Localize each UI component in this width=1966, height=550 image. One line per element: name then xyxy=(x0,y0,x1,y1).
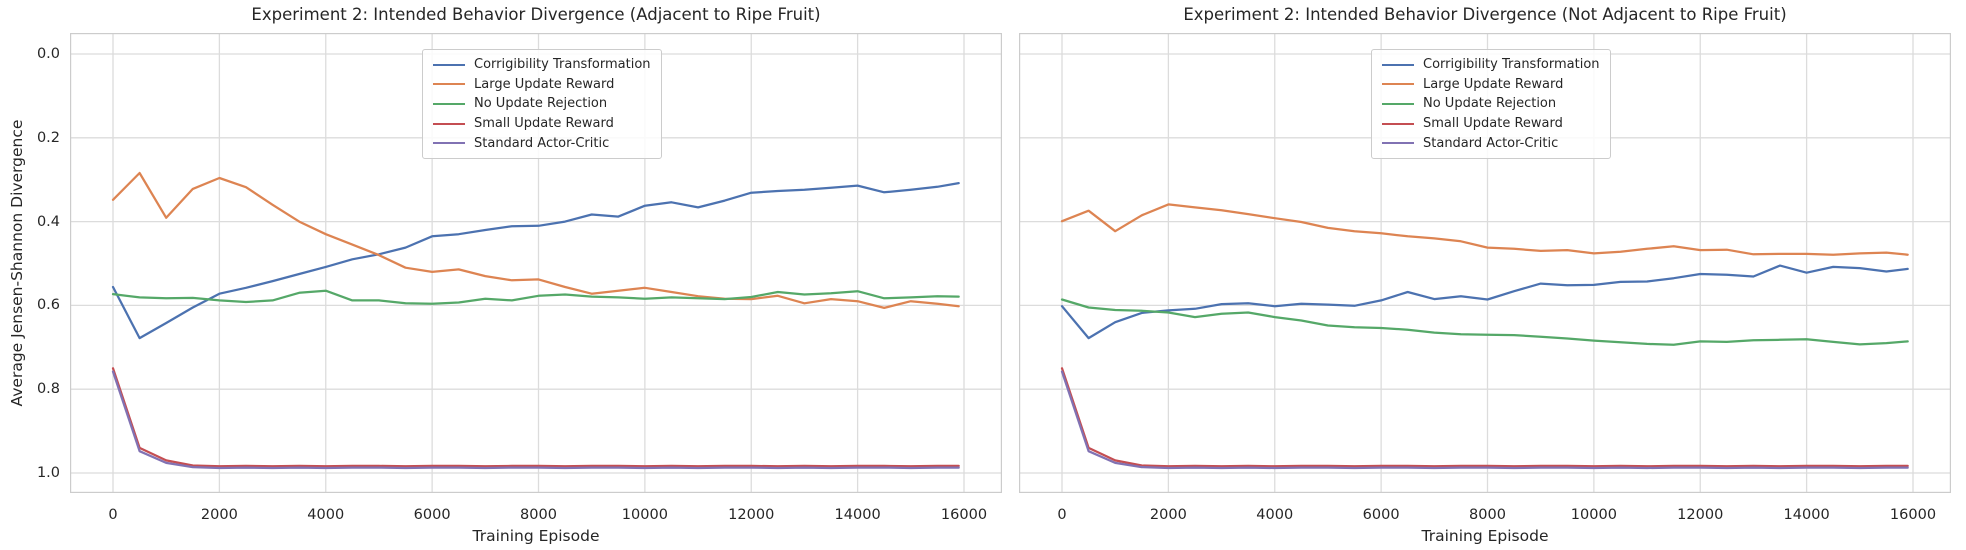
legend-item: No Update Rejection xyxy=(1382,94,1600,114)
y-tick-label: 1.0 xyxy=(36,465,60,481)
legend-item: Corrigibility Transformation xyxy=(433,55,651,75)
x-tick-label: 12000 xyxy=(728,507,775,523)
x-tick-label: 10000 xyxy=(621,507,668,523)
left-axes: Corrigibility Transformation Large Update… xyxy=(70,33,1002,493)
right-panel-title: Experiment 2: Intended Behavior Divergen… xyxy=(1183,5,1787,24)
legend-line-swatch xyxy=(433,63,465,66)
x-tick-label: 14000 xyxy=(834,507,881,523)
series-line-corrigibility-transformation xyxy=(111,181,960,340)
left-x-tick-labels: 0 2000 4000 6000 8000 10000 12000 14000 16000 xyxy=(70,506,1002,526)
x-tick-label: 8000 xyxy=(1469,507,1506,523)
axes-spines xyxy=(70,33,1002,493)
series-line-small-update-reward xyxy=(111,367,960,468)
series-line-no-update-rejection xyxy=(111,289,960,305)
x-tick-label: 0 xyxy=(108,507,118,523)
legend-label: No Update Rejection xyxy=(474,96,608,112)
x-tick-label: 16000 xyxy=(1889,507,1937,523)
series-line-large-update-reward xyxy=(1060,203,1909,256)
legend-item: Large Update Reward xyxy=(1382,75,1600,95)
right-x-axis-label: Training Episode xyxy=(1421,527,1549,545)
left-panel-title: Experiment 2: Intended Behavior Divergen… xyxy=(251,5,821,24)
legend-label: Large Update Reward xyxy=(474,76,615,92)
x-tick-label: 12000 xyxy=(1677,507,1724,523)
y-tick-label: 0.2 xyxy=(36,129,60,146)
right-axes: Corrigibility Transformation Large Update… xyxy=(1019,33,1951,493)
legend-item: Corrigibility Transformation xyxy=(1382,55,1600,75)
legend-line-swatch xyxy=(1382,142,1414,145)
left-x-axis-label: Training Episode xyxy=(472,527,600,545)
series-line-small-update-reward xyxy=(1060,367,1909,468)
x-tick-label: 4000 xyxy=(1256,507,1294,523)
series-line-corrigibility-transformation xyxy=(1060,264,1909,340)
legend-line-swatch xyxy=(433,83,465,86)
series-line-large-update-reward xyxy=(111,171,960,310)
y-tick-label: 0.6 xyxy=(36,297,60,314)
y-tick-labels: 0.0 0.2 0.4 0.6 0.8 1.0 xyxy=(0,33,62,493)
legend-item: No Update Rejection xyxy=(433,94,651,114)
x-tick-label: 2000 xyxy=(200,507,238,523)
legend-item: Small Update Reward xyxy=(1382,114,1600,134)
legend-item: Small Update Reward xyxy=(433,114,651,134)
legend-label: Standard Actor-Critic xyxy=(1423,135,1559,151)
x-tick-label: 4000 xyxy=(307,507,345,523)
x-tick-label: 0 xyxy=(1057,507,1067,523)
series-line-no-update-rejection xyxy=(1060,298,1909,346)
x-tick-label: 6000 xyxy=(413,507,451,523)
legend-line-swatch xyxy=(1382,122,1414,125)
legend-line-swatch xyxy=(1382,83,1414,86)
x-tick-label: 2000 xyxy=(1149,507,1187,523)
x-tick-label: 14000 xyxy=(1783,507,1830,523)
legend-label: Corrigibility Transformation xyxy=(1423,57,1600,73)
x-tick-label: 10000 xyxy=(1570,507,1617,523)
x-tick-label: 6000 xyxy=(1362,507,1400,523)
legend-label: Small Update Reward xyxy=(474,116,614,132)
legend-line-swatch xyxy=(1382,63,1414,66)
legend-label: Large Update Reward xyxy=(1423,76,1564,92)
legend-line-swatch xyxy=(433,102,465,105)
legend-label: Standard Actor-Critic xyxy=(474,135,610,151)
legend-label: Corrigibility Transformation xyxy=(474,57,651,73)
y-tick-label: 0.8 xyxy=(36,381,60,398)
x-tick-label: 8000 xyxy=(520,507,557,523)
legend-item: Standard Actor-Critic xyxy=(1382,133,1600,153)
legend-label: Small Update Reward xyxy=(1423,116,1563,132)
right-x-tick-labels: 0 2000 4000 6000 8000 10000 12000 14000 16000 xyxy=(1019,506,1951,526)
series-line-standard-actor-critic xyxy=(111,370,960,470)
right-legend: Corrigibility Transformation Large Update… xyxy=(1371,49,1611,159)
legend-line-swatch xyxy=(433,122,465,125)
left-legend: Corrigibility Transformation Large Update… xyxy=(422,49,662,159)
legend-item: Standard Actor-Critic xyxy=(433,133,651,153)
legend-line-swatch xyxy=(433,142,465,145)
y-tick-label: 0.0 xyxy=(36,46,60,62)
axes-spines xyxy=(1019,33,1951,493)
y-tick-label: 0.4 xyxy=(36,213,60,230)
series-line-standard-actor-critic xyxy=(1060,370,1909,470)
x-tick-label: 16000 xyxy=(940,507,988,523)
legend-line-swatch xyxy=(1382,102,1414,105)
legend-label: No Update Rejection xyxy=(1423,96,1557,112)
legend-item: Large Update Reward xyxy=(433,75,651,95)
